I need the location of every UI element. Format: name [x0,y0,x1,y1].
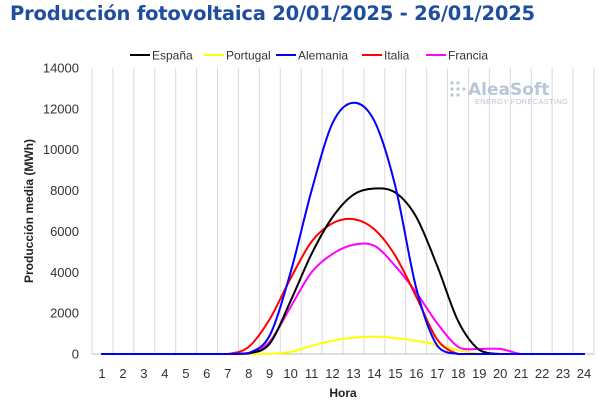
aleasoft-logo-text: AleaSoft [468,80,549,100]
x-tick-label: 15 [388,366,402,381]
aleasoft-watermark: AleaSoft ENERGY FORECASTING [450,80,568,106]
x-tick-label: 19 [472,366,486,381]
legend: España Portugal Alemania Italia Francia [130,49,488,63]
x-tick-label: 1 [98,366,105,381]
y-tick-label: 4000 [50,265,79,280]
x-tick-label: 3 [140,366,147,381]
grid-lines [91,68,595,354]
x-tick-label: 20 [493,366,507,381]
x-tick-label: 21 [514,366,528,381]
x-tick-label: 6 [203,366,210,381]
data-series [101,101,585,356]
legend-label: Portugal [226,49,271,63]
y-axis-title: Producción media (MWh) [22,139,36,283]
x-tick-label: 23 [556,366,570,381]
x-axis-title: Hora [329,386,357,400]
series-line-alemania [101,101,585,356]
x-tick-label: 12 [325,366,339,381]
x-tick-label: 22 [535,366,549,381]
x-tick-label: 4 [161,366,168,381]
chart-title: Producción fotovoltaica 20/01/2025 - 26/… [10,2,535,25]
x-tick-label: 8 [245,366,252,381]
legend-label: España [152,49,193,63]
y-tick-label: 8000 [50,183,79,198]
x-tick-label: 18 [451,366,465,381]
y-tick-label: 0 [72,347,79,362]
x-tick-label: 24 [577,366,591,381]
x-tick-label: 5 [182,366,189,381]
x-tick-label: 14 [367,366,381,381]
legend-label: Italia [384,49,410,63]
legend-label: Francia [448,49,488,63]
y-tick-label: 14000 [43,61,79,76]
x-tick-label: 17 [430,366,444,381]
x-tick-label: 16 [409,366,423,381]
x-tick-label: 10 [283,366,297,381]
legend-label: Alemania [298,49,348,63]
x-tick-label: 2 [119,366,126,381]
y-tick-label: 6000 [50,224,79,239]
x-tick-label: 11 [305,366,319,381]
x-tick-label: 13 [346,366,360,381]
aleasoft-logo-tagline: ENERGY FORECASTING [475,97,568,106]
aleasoft-logo-dots-icon [450,81,466,97]
y-tick-label: 12000 [43,101,79,116]
y-tick-label: 10000 [43,142,79,157]
y-tick-label: 2000 [50,306,79,321]
x-tick-label: 7 [224,366,231,381]
x-tick-label: 9 [266,366,273,381]
